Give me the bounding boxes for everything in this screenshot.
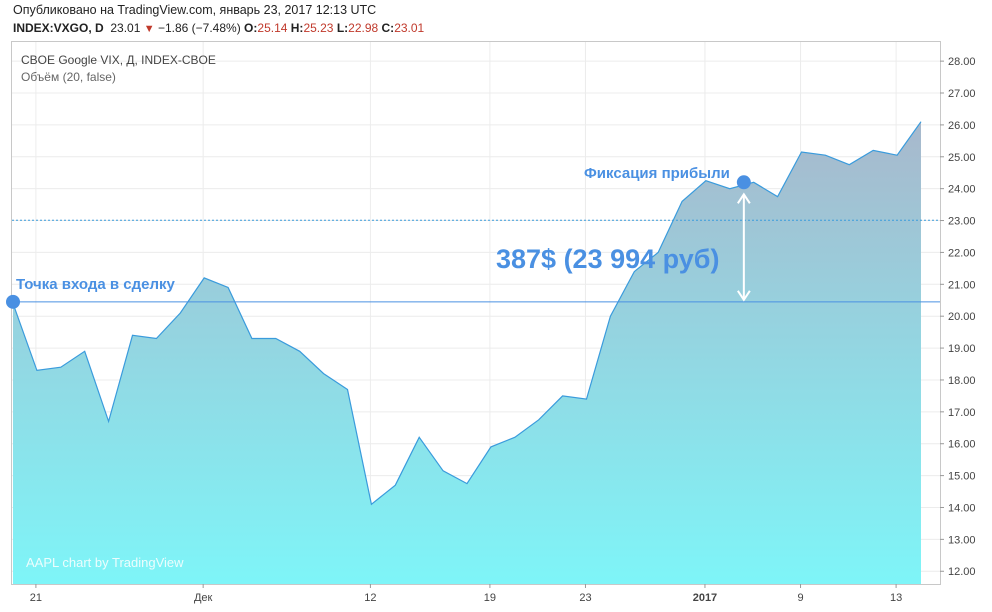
y-tick-label: 19.00 [948, 343, 976, 355]
y-tick-label: 27.00 [948, 88, 976, 100]
x-tick-label: 9 [797, 592, 803, 604]
y-tick-label: 23.00 [948, 216, 976, 228]
y-tick-label: 18.00 [948, 375, 976, 387]
down-triangle-icon: ▼ [143, 23, 155, 35]
x-tick-label: 2017 [693, 592, 717, 604]
x-tick-label: 21 [30, 592, 42, 604]
x-tick-label: 19 [484, 592, 496, 604]
y-tick-label: 12.00 [948, 566, 976, 578]
profit-arrow-down-head [737, 290, 751, 302]
chart-frame [11, 41, 941, 585]
y-tick-label: 24.00 [948, 184, 976, 196]
x-tick-label: 12 [364, 592, 376, 604]
y-tick-label: 14.00 [948, 502, 976, 514]
profit-annotation: 387$ (23 994 руб) [496, 244, 720, 274]
change-value: −1.86 (−7.48%) [157, 21, 241, 35]
y-tick-label: 20.00 [948, 311, 976, 323]
published-caption: Опубликовано на TradingView.com, январь … [13, 3, 377, 17]
y-tick-label: 15.00 [948, 471, 976, 483]
last-value: 23.01 [110, 21, 141, 35]
x-tick-label: Дек [194, 592, 213, 604]
x-tick-label: 13 [890, 592, 902, 604]
open-label: O: [244, 21, 258, 35]
close-value: 23.01 [394, 21, 425, 35]
entry-annotation: Точка входа в сделку [16, 276, 175, 293]
close-label: C: [381, 21, 395, 35]
symbol-name: INDEX:VXGO, D [13, 21, 104, 35]
x-tick-label: 23 [579, 592, 591, 604]
high-value: 25.23 [303, 21, 334, 35]
y-tick-label: 17.00 [948, 407, 976, 419]
low-label: L: [336, 21, 349, 35]
y-tick-label: 21.00 [948, 279, 976, 291]
chart-legend-title: CBOE Google VIX, Д, INDEX-CBOE [21, 53, 216, 67]
y-tick-label: 16.00 [948, 439, 976, 451]
low-value: 22.98 [348, 21, 379, 35]
exit-marker [736, 175, 751, 190]
price-area-fill [13, 121, 921, 584]
y-tick-label: 22.00 [948, 247, 976, 259]
y-tick-label: 28.00 [948, 56, 976, 68]
y-tick-label: 13.00 [948, 534, 976, 546]
volume-legend: Объём (20, false) [21, 70, 116, 84]
y-tick-label: 26.00 [948, 120, 976, 132]
profit-arrow-up-head [737, 192, 751, 204]
open-value: 25.14 [257, 21, 288, 35]
entry-marker [6, 294, 20, 309]
watermark: AAPL chart by TradingView [26, 555, 184, 570]
exit-annotation: Фиксация прибыли [584, 165, 730, 182]
symbol-info-bar: INDEX:VXGO, D 23.01 ▼ −1.86 (−7.48%) O:2… [13, 21, 424, 35]
y-tick-label: 25.00 [948, 152, 976, 164]
high-label: H: [290, 21, 304, 35]
